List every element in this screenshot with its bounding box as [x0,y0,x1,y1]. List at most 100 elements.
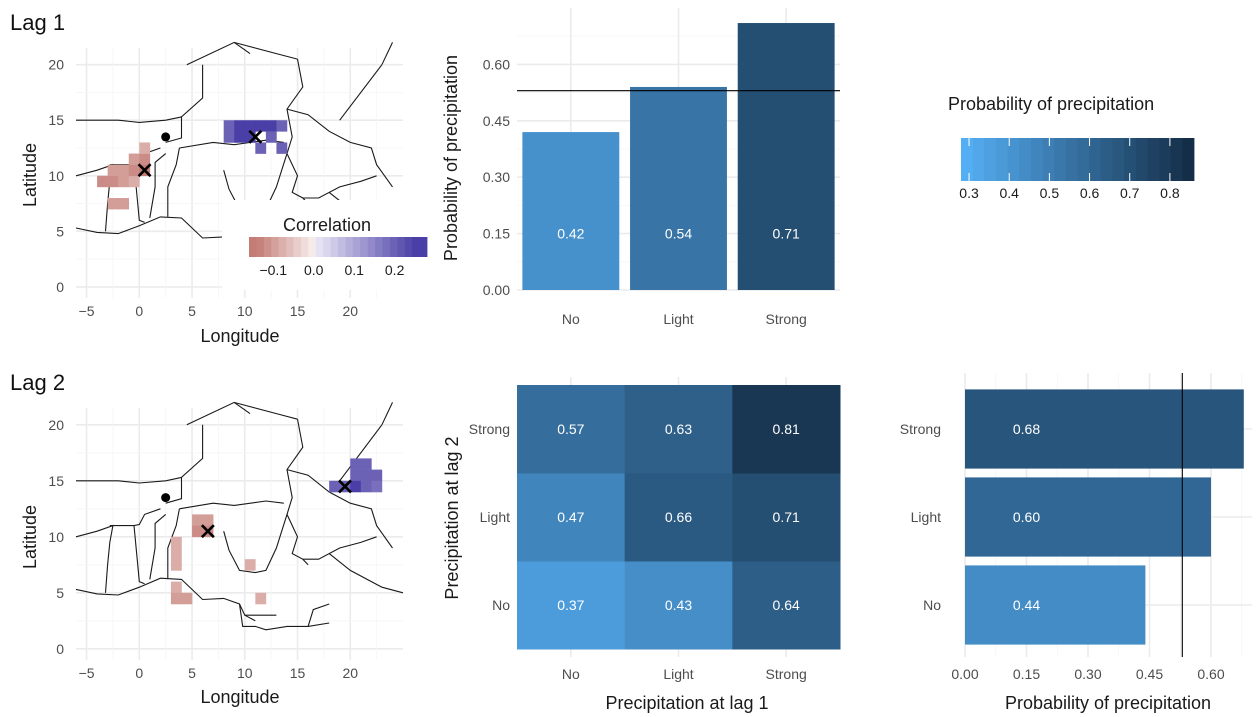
bar-strong [965,389,1244,469]
probability-tick-label: 0.8 [1160,185,1180,201]
y-tick-label: 5 [56,223,64,239]
correlation-cell [360,480,372,493]
country-border [381,42,393,65]
x-tick-label: 0.30 [1074,666,1101,682]
y-tick-label: 20 [48,417,64,433]
y-tick-label: 5 [56,585,64,601]
correlation-cell [234,120,246,132]
correlation-cell [170,536,182,549]
probability-colorbar-step [1159,138,1172,181]
heatmap-tile [517,473,626,562]
correlation-cell [244,559,256,571]
x-tick-label: 10 [237,303,253,319]
bar-value-label: 0.54 [665,226,692,242]
x-tick-label: 20 [342,665,358,681]
x-tick-label: −5 [79,665,95,681]
correlation-cell [107,175,119,188]
country-border [179,500,284,510]
x-tick-label: 0.60 [1197,666,1224,682]
x-tick-label: 5 [188,665,196,681]
y-tick-label: No [923,597,941,613]
country-border [286,108,393,188]
correlation-cell [181,592,193,605]
bar-value-label: 0.44 [1013,597,1040,613]
x-tick-label: 10 [237,665,253,681]
location-cross-marker [137,163,152,178]
heatmap-value-label: 0.63 [665,421,692,437]
probability-colorbar-step [1077,138,1090,181]
probability-colorbar-step [1019,138,1032,181]
probability-colorbar-step [984,138,997,181]
y-tick-label: 10 [48,529,64,545]
country-border [75,577,277,616]
heatmap-tile [624,385,733,474]
correlation-cell [223,131,235,143]
country-border [165,424,204,504]
lag1-bar-ylabel: Probability of precipitation [441,55,461,261]
lag1-title: Lag 1 [10,10,65,35]
country-border [238,603,330,631]
correlation-cell [118,164,130,177]
correlation-cell [139,153,151,165]
correlation-legend-title: Correlation [283,215,371,235]
heatmap-value-label: 0.71 [773,509,800,525]
correlation-colorbar-step [308,237,317,257]
y-tick-label: 15 [48,112,64,128]
country-border [328,553,404,594]
correlation-cell [350,469,362,482]
correlation-cell [371,469,383,482]
probability-colorbar-step [1042,138,1055,181]
heatmap-value-label: 0.47 [557,509,584,525]
country-border [286,469,393,549]
correlation-cell [360,458,372,470]
correlation-colorbar-step [367,237,376,257]
correlation-colorbar-step [352,237,361,257]
probability-colorbar-step [1100,138,1113,181]
x-tick-label: 0.15 [1013,666,1040,682]
country-border [302,175,377,199]
x-tick-label: 0.00 [951,666,978,682]
location-dot-marker [161,132,171,142]
correlation-colorbar-step [382,237,391,257]
correlation-cell [170,548,182,560]
location-cross-marker [200,524,215,539]
correlation-cell [128,175,140,188]
heatmap-ylabel: Precipitation at lag 2 [442,436,462,599]
correlation-colorbar-step [293,237,302,257]
probability-tick-label: 0.5 [1040,185,1060,201]
correlation-cell [223,120,235,132]
correlation-colorbar-step [315,237,324,257]
correlation-cell [265,120,277,132]
correlation-cell [265,131,277,143]
heatmap-value-label: 0.64 [773,597,800,613]
correlation-cell [371,480,383,493]
correlation-cell [192,525,203,538]
x-tick-label: Strong [766,666,807,682]
location-cross-marker [248,129,263,144]
map-lag2: −5 0 5 10 15 20 0 5 10 15 20 Longitude Latitude [20,401,404,707]
correlation-colorbar-step [286,237,294,257]
bar-value-label: 0.68 [1013,421,1040,437]
correlation-colorbar-step [338,237,346,257]
correlation-cell [350,480,362,493]
y-tick-label: Light [911,509,941,525]
correlation-colorbar-step [412,237,420,257]
map-lag2-xlabel: Longitude [200,687,279,707]
correlation-cell [360,469,372,482]
heatmap-value-label: 0.66 [665,509,692,525]
x-tick-label: Strong [766,311,807,327]
country-border [75,163,114,232]
bar-light [965,477,1211,557]
country-border [381,402,393,426]
x-tick-label: Light [663,311,693,327]
bar-value-label: 0.60 [1013,509,1040,525]
y-tick-label: 0.00 [483,282,510,298]
correlation-cell [170,592,182,605]
country-border [223,514,288,574]
correlation-colorbar-step [330,237,339,257]
correlation-cell [244,131,256,143]
probability-tick-label: 0.3 [959,185,979,201]
country-border [339,64,383,121]
lag1-bar-chart: 0.42 0.54 0.71 0.00 0.15 0.30 0.45 0.60 No Ligh… [441,8,840,327]
heatmap-value-label: 0.81 [773,421,800,437]
